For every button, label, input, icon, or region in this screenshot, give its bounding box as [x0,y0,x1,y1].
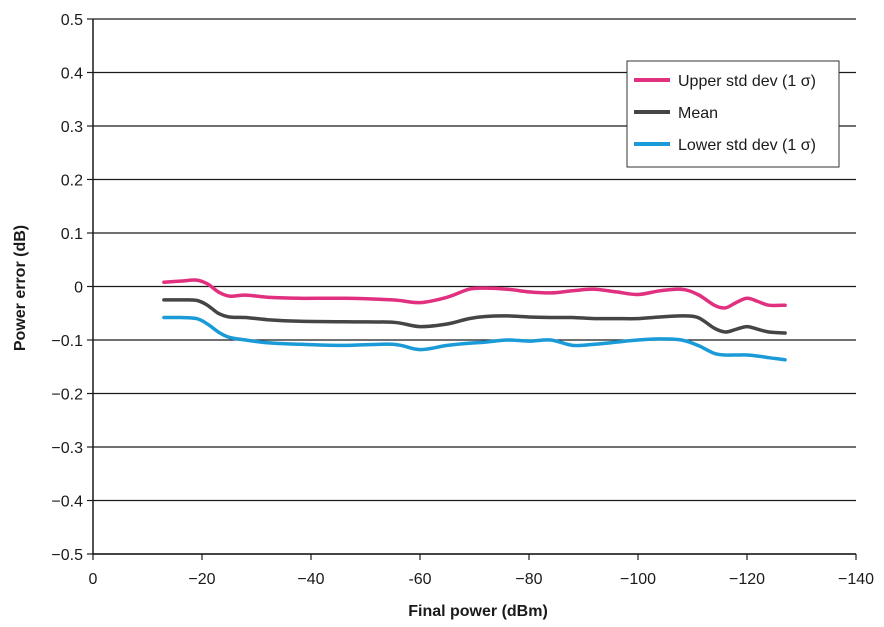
y-tick-label: −0.5 [51,547,83,564]
x-tick-label: −40 [297,571,324,588]
x-tick-label: −100 [620,571,656,588]
x-tick-label: −80 [515,571,542,588]
y-axis-label: Power error (dB) [12,225,29,351]
x-tick-label: -60 [408,571,431,588]
series-line-mean [162,298,787,335]
y-tick-label: 0.1 [61,226,83,243]
x-tick-label: −20 [188,571,215,588]
tick-labels: 0.5 0.4 0.3 0.2 0.1 0 −0.1 −0.2 −0.3 −0.4 −0.5 0 −20… [51,12,874,588]
series-lines [162,278,787,362]
y-tick-label: 0.2 [61,173,83,190]
y-tick-label: 0.3 [61,119,83,136]
legend: Upper std dev (1 σ) Mean Lower std dev (1 … [626,60,840,168]
legend-label-upper-std-dev: Upper std dev (1 σ) [678,73,816,90]
legend-label-lower-std-dev: Lower std dev (1 σ) [678,137,816,154]
legend-label-mean: Mean [678,105,718,122]
y-tick-label: 0.4 [61,66,83,83]
series-line-lower-std-dev [162,315,787,362]
legend-items: Upper std dev (1 σ) Mean Lower std dev (1 … [634,73,816,154]
y-tick-label: −0.3 [51,440,83,457]
series-line-upper-std-dev [162,278,787,310]
y-tick-label: −0.1 [51,333,83,350]
y-tick-label: 0 [74,280,83,297]
x-tick-label: −140 [838,571,874,588]
y-tick-label: −0.2 [51,387,83,404]
x-tick-label: −120 [729,571,765,588]
y-tick-label: 0.5 [61,12,83,29]
y-tick-label: −0.4 [51,494,83,511]
axes [87,18,857,560]
x-axis-label: Final power (dBm) [408,603,548,620]
x-tick-label: 0 [89,571,98,588]
